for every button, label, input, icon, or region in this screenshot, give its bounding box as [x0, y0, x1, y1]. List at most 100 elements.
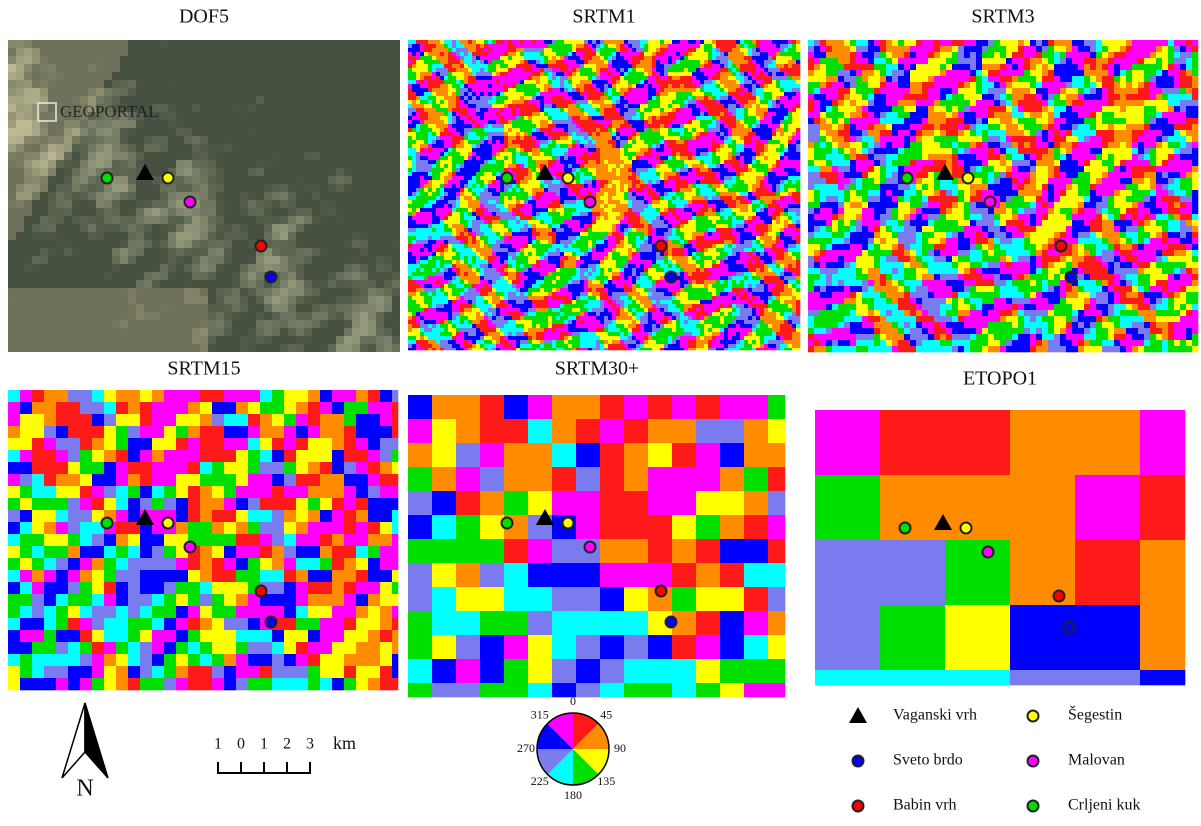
aspect-cell — [408, 88, 413, 93]
aspect-cell — [472, 88, 477, 93]
photo-cell — [16, 176, 24, 184]
photo-cell — [392, 176, 400, 184]
aspect-cell — [432, 60, 437, 65]
aspect-cell — [624, 96, 629, 101]
photo-cell — [192, 208, 200, 216]
aspect-cell — [732, 44, 737, 49]
aspect-cell — [408, 44, 413, 49]
aspect-cell — [472, 120, 477, 125]
aspect-cell — [696, 160, 701, 165]
photo-cell — [168, 224, 176, 232]
photo-cell — [104, 120, 112, 128]
photo-cell — [272, 320, 280, 328]
aspect-cell — [724, 92, 729, 97]
aspect-cell — [648, 104, 653, 109]
aspect-cell — [512, 140, 517, 145]
photo-cell — [248, 184, 256, 192]
aspect-cell — [780, 48, 785, 53]
aspect-cell — [428, 52, 433, 57]
aspect-cell — [724, 148, 729, 153]
aspect-cell — [700, 148, 705, 153]
aspect-cell — [600, 88, 605, 93]
aspect-cell — [716, 100, 721, 105]
photo-cell — [256, 328, 264, 336]
aspect-cell — [564, 64, 569, 69]
photo-cell — [352, 184, 360, 192]
photo-cell — [192, 328, 200, 336]
aspect-cell — [780, 100, 785, 105]
aspect-cell — [776, 52, 781, 57]
aspect-cell — [440, 100, 445, 105]
aspect-cell — [716, 160, 721, 165]
photo-cell — [336, 264, 344, 272]
aspect-cell — [508, 96, 513, 101]
photo-cell — [200, 184, 208, 192]
photo-cell — [392, 184, 400, 192]
aspect-cell — [600, 128, 605, 133]
photo-cell — [384, 216, 392, 224]
photo-cell — [264, 96, 272, 104]
aspect-cell — [480, 108, 485, 113]
photo-cell — [360, 96, 368, 104]
aspect-cell — [416, 120, 421, 125]
aspect-cell — [724, 40, 729, 45]
aspect-cell — [416, 80, 421, 85]
aspect-cell — [760, 120, 765, 125]
photo-cell — [208, 272, 216, 280]
photo-cell — [320, 40, 328, 48]
aspect-cell — [432, 144, 437, 149]
photo-cell — [352, 56, 360, 64]
aspect-cell — [432, 164, 437, 169]
aspect-cell — [612, 100, 617, 105]
aspect-cell — [656, 132, 661, 137]
aspect-cell — [508, 152, 513, 157]
aspect-cell — [740, 124, 745, 129]
aspect-cell — [416, 60, 421, 65]
aspect-cell — [672, 56, 677, 61]
photo-cell — [88, 48, 96, 56]
photo-cell — [216, 176, 224, 184]
aspect-cell — [628, 72, 633, 77]
aspect-cell — [784, 140, 789, 145]
photo-cell — [112, 312, 120, 320]
aspect-cell — [636, 152, 641, 157]
photo-cell — [144, 272, 152, 280]
photo-cell — [376, 192, 384, 200]
photo-cell — [368, 272, 376, 280]
aspect-cell — [656, 72, 661, 77]
aspect-cell — [704, 104, 709, 109]
aspect-cell — [740, 88, 745, 93]
aspect-cell — [716, 136, 721, 141]
aspect-cell — [604, 68, 609, 73]
aspect-cell — [548, 152, 553, 157]
aspect-cell — [720, 100, 725, 105]
photo-cell — [16, 256, 24, 264]
aspect-cell — [708, 40, 713, 45]
aspect-cell — [684, 116, 689, 121]
photo-cell — [344, 200, 352, 208]
map-panel: GEOPORTAL — [8, 40, 400, 352]
aspect-cell — [444, 84, 449, 89]
aspect-cell — [616, 76, 621, 81]
aspect-cell — [620, 48, 625, 53]
photo-cell — [392, 64, 400, 72]
photo-cell — [264, 88, 272, 96]
photo-cell — [320, 320, 328, 328]
aspect-cell — [660, 88, 665, 93]
aspect-cell — [496, 72, 501, 77]
aspect-cell — [496, 104, 501, 109]
aspect-cell — [448, 96, 453, 101]
photo-cell — [208, 320, 216, 328]
photo-cell — [288, 104, 296, 112]
aspect-cell — [504, 44, 509, 49]
aspect-cell — [564, 160, 569, 165]
photo-cell — [352, 48, 360, 56]
aspect-cell — [584, 80, 589, 85]
aspect-cell — [760, 48, 765, 53]
aspect-cell — [416, 132, 421, 137]
photo-cell — [336, 128, 344, 136]
aspect-cell — [548, 96, 553, 101]
photo-cell — [200, 232, 208, 240]
photo-cell — [272, 72, 280, 80]
photo-cell — [80, 216, 88, 224]
